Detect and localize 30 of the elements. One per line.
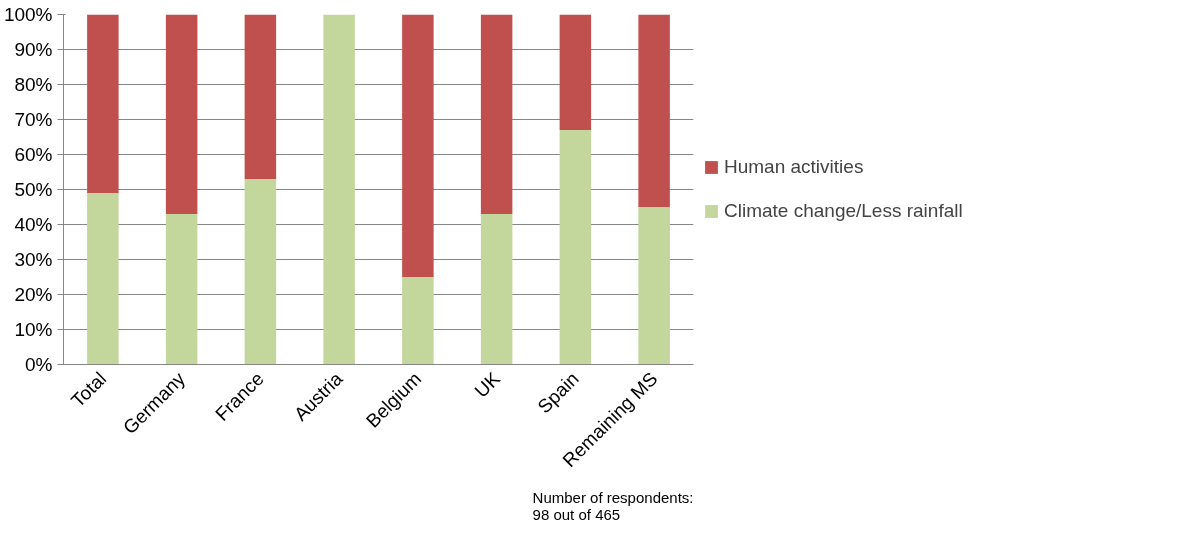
- bar: [323, 14, 355, 365]
- bar: [244, 14, 277, 179]
- y-tick-label: 100%: [3, 4, 53, 25]
- y-tick-label: 60%: [14, 144, 53, 165]
- y-tick-label: 40%: [14, 214, 53, 235]
- y-tick-label: 0%: [25, 354, 53, 375]
- text: Number of respondents: 98 out of 465: [532, 488, 694, 523]
- bar: [244, 179, 277, 365]
- legend-label: Human activities: [724, 156, 864, 178]
- bar: [559, 14, 592, 130]
- bar: [638, 207, 670, 365]
- y-tick-label: 10%: [14, 319, 53, 340]
- y-tick-label: 50%: [14, 179, 53, 200]
- bar: [559, 130, 592, 365]
- bar: [87, 193, 119, 365]
- y-tick-label: 30%: [14, 249, 53, 270]
- y-tick-label: 90%: [14, 39, 53, 60]
- bar: [165, 214, 198, 365]
- y-tick-label: 70%: [14, 109, 53, 130]
- bar: [402, 14, 434, 277]
- bar: [165, 14, 198, 214]
- bar: [402, 277, 434, 365]
- y-tick-label: 80%: [14, 74, 53, 95]
- y-tick-label: 20%: [14, 284, 53, 305]
- x-tick-label: UK: [470, 367, 505, 402]
- bar: [87, 14, 119, 193]
- bar: [480, 214, 513, 365]
- legend-label: Climate change/Less rainfall: [724, 200, 963, 222]
- bar: [638, 14, 670, 207]
- bar: [480, 14, 513, 214]
